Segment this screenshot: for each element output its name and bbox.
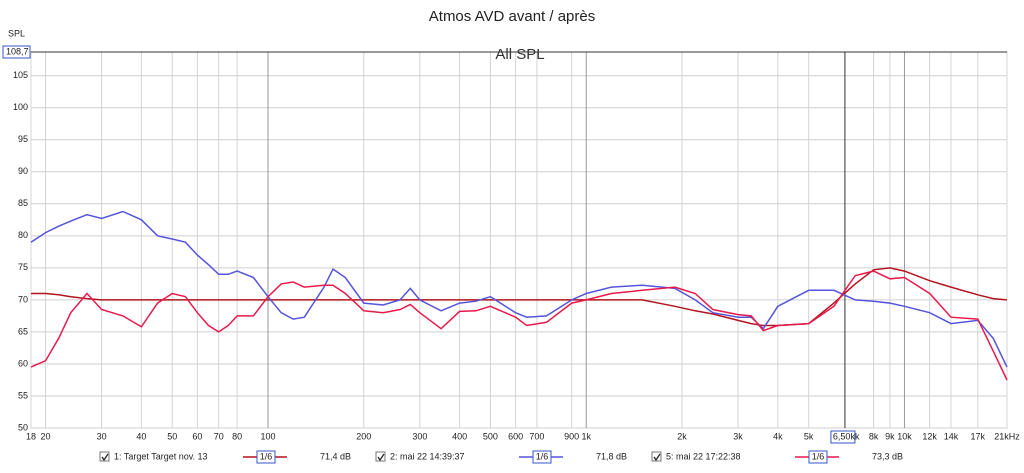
x-tick-label: 12k bbox=[922, 431, 937, 441]
cursor-x-label: 6,50kk bbox=[833, 431, 860, 441]
legend-smoothing-box bbox=[256, 450, 276, 464]
x-tick-label: 30 bbox=[97, 431, 107, 441]
y-tick-label: 50 bbox=[18, 422, 28, 432]
legend-label: 1: Target Target nov. 13 bbox=[114, 451, 208, 461]
y-tick-label: 105 bbox=[13, 70, 28, 80]
legend-checkbox bbox=[651, 451, 662, 462]
x-tick-label: 700 bbox=[529, 431, 544, 441]
y-tick-label: 85 bbox=[18, 198, 28, 208]
series-line bbox=[30, 270, 1008, 381]
x-tick-label: 60 bbox=[192, 431, 202, 441]
y-tick-label: 90 bbox=[18, 166, 28, 176]
x-tick-label: 9k bbox=[885, 431, 895, 441]
series-line bbox=[31, 267, 1008, 327]
x-tick-label: 5k bbox=[804, 431, 814, 441]
x-tick-label: 1k bbox=[581, 431, 591, 441]
legend-label: 2: mai 22 14:39:37 bbox=[390, 451, 465, 461]
y-tick-label: 65 bbox=[18, 326, 28, 336]
x-tick-label: 70 bbox=[214, 431, 224, 441]
y-tick-label: 75 bbox=[18, 262, 28, 272]
x-tick-label: 10k bbox=[897, 431, 912, 441]
legend-smoothing: 1/6 bbox=[536, 451, 549, 461]
x-tick-label: 18 bbox=[26, 431, 36, 441]
x-tick-label: 200 bbox=[356, 431, 371, 441]
legend-level: 71,8 dB bbox=[596, 451, 627, 461]
x-tick-label: 100 bbox=[260, 431, 275, 441]
cursor-box bbox=[830, 430, 856, 444]
x-tick-label: 50 bbox=[167, 431, 177, 441]
legend-check bbox=[377, 453, 385, 462]
y-tick-label: 95 bbox=[18, 134, 28, 144]
legend-check bbox=[653, 453, 661, 462]
legend-checkbox bbox=[375, 451, 386, 462]
y-tick-label: 80 bbox=[18, 230, 28, 240]
plot-area bbox=[30, 51, 1008, 429]
legend-level: 71,4 dB bbox=[320, 451, 351, 461]
y-axis-label: SPL bbox=[8, 28, 25, 38]
x-tick-label: 40 bbox=[136, 431, 146, 441]
x-tick-label: 17k bbox=[971, 431, 986, 441]
y-tick-label: 100 bbox=[13, 102, 28, 112]
legend-label: 5: mai 22 17:22:38 bbox=[666, 451, 741, 461]
cursor-y-label: 108,7 bbox=[6, 46, 29, 56]
legend-smoothing-box bbox=[808, 450, 828, 464]
x-tick-label: 4k bbox=[773, 431, 783, 441]
x-tick-label: 20 bbox=[41, 431, 51, 441]
series-line bbox=[30, 210, 1008, 368]
x-tick-label: 8k bbox=[869, 431, 879, 441]
plot-title: All SPL bbox=[495, 46, 544, 63]
x-tick-label: 3k bbox=[733, 431, 743, 441]
y-tick-label: 70 bbox=[18, 294, 28, 304]
legend-smoothing: 1/6 bbox=[260, 451, 273, 461]
legend-smoothing-box bbox=[532, 450, 552, 464]
y-tick-label: 60 bbox=[18, 358, 28, 368]
legend-smoothing: 1/6 bbox=[812, 451, 825, 461]
x-tick-label: 500 bbox=[483, 431, 498, 441]
y-tick-label: 55 bbox=[18, 390, 28, 400]
x-tick-label: 900 bbox=[564, 431, 579, 441]
x-tick-label: 300 bbox=[412, 431, 427, 441]
x-tick-label: 21kHz bbox=[994, 431, 1020, 441]
x-tick-label: 80 bbox=[232, 431, 242, 441]
legend-level: 73,3 dB bbox=[872, 451, 903, 461]
x-tick-label: 600 bbox=[508, 431, 523, 441]
chart-title: Atmos AVD avant / après bbox=[429, 8, 595, 25]
x-tick-label: 2k bbox=[677, 431, 687, 441]
x-tick-label: 14k bbox=[944, 431, 959, 441]
legend-checkbox bbox=[99, 451, 110, 462]
legend-check bbox=[101, 453, 109, 462]
x-tick-label: 400 bbox=[452, 431, 467, 441]
cursor-box bbox=[2, 45, 31, 59]
